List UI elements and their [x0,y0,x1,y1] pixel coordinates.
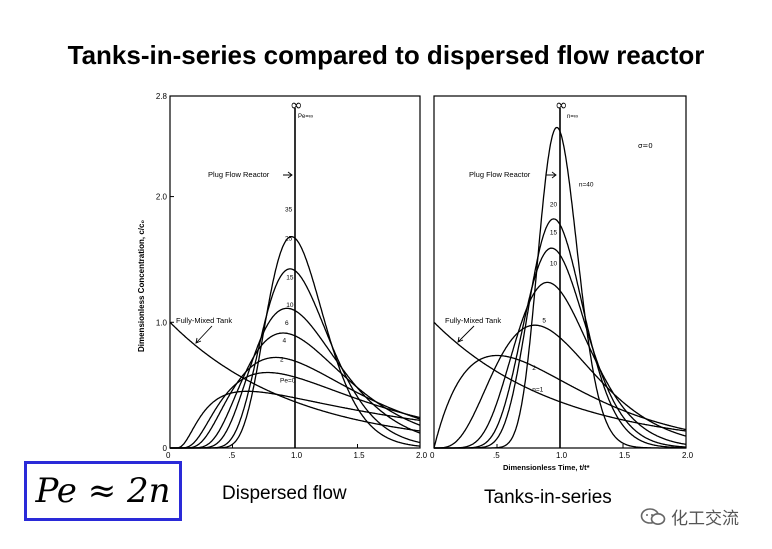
left-series-label: 10 [286,302,294,309]
left-fully-mixed-annotation: Fully-Mixed Tank [176,316,232,325]
left-series-label: 15 [286,275,294,282]
left-series-label: 2 [280,356,284,363]
left-series-label: 35 [285,207,293,214]
right-x-tick-label: 0 [430,451,435,460]
left-x-tick-label: 0 [166,451,171,460]
left-y-tick-label: 2.8 [156,92,168,101]
left-series-curve [170,371,421,449]
left-y-ticks: 0 1.0 2.0 2.8 [156,92,174,453]
right-series-curve [434,324,687,449]
right-top-label: n=∞ [567,114,578,120]
right-series-label: n=40 [579,182,594,189]
left-series-curve [170,332,421,449]
right-series-label: 20 [550,202,558,209]
slide-title: Tanks-in-series compared to dispersed fl… [67,40,705,70]
left-series-labels: Pe=0 2 4 6 10 15 25 35 [280,207,296,385]
formula-box: Pe ≈ 2n [24,461,182,521]
right-curves [433,126,687,449]
right-series-curve [434,247,686,449]
left-x-ticks: 0 .5 1.0 1.5 2.0 [166,444,428,460]
right-x-tick-label: 1.0 [556,451,568,460]
left-series-label: Pe=0 [280,378,296,385]
left-fully-mixed-arrow [195,325,213,344]
left-top-label: Pe=∞ [298,114,313,120]
left-series-label: 6 [285,320,289,327]
right-series-label: 5 [542,317,546,324]
left-y-tick-label: 2.0 [156,193,168,202]
left-series-curve [170,390,421,449]
right-x-tick-label: 2.0 [682,451,694,460]
dispersed-flow-chart: ∞ Pe=∞ Plug Flow Reactor Fully-Mixed Tan… [137,92,428,460]
watermark: 化工交流 [640,504,739,529]
left-series-curve [170,307,421,449]
watermark-text: 化工交流 [671,509,739,529]
left-x-tick-label: 1.5 [354,451,366,460]
right-series-labels: n=1 2 5 10 15 20 n=40 [532,182,594,394]
right-series-label: 2 [532,365,536,372]
right-series-curve [434,281,687,449]
right-series-label: 10 [550,261,558,268]
dispersed-flow-caption: Dispersed flow [222,483,347,504]
right-series-label: 15 [550,229,558,236]
left-x-tick-label: .5 [229,451,236,460]
left-series-curve [170,236,420,449]
formula-text: Pe ≈ 2n [35,471,171,511]
right-x-axis-title: Dimensionless Time, t/t* [503,463,590,472]
left-infinity-symbol: ∞ [290,96,303,114]
left-x-tick-label: 2.0 [416,451,428,460]
left-plug-flow-annotation: Plug Flow Reactor [208,170,270,179]
right-series-label: n=1 [532,386,543,393]
right-fully-mixed-arrow [457,325,475,343]
left-y-axis-title: Dimensionless Concentration, c/c₀ [137,220,146,352]
right-fully-mixed-annotation: Fully-Mixed Tank [445,316,501,325]
right-plug-flow-arrow [546,171,557,179]
chat-bubbles-icon [640,507,666,525]
right-series-curve [434,126,686,449]
right-series-curve [433,321,687,432]
right-x-tick-label: .5 [493,451,500,460]
right-infinity-symbol: ∞ [555,96,568,114]
left-series-curve [169,321,421,432]
tanks-in-series-caption: Tanks-in-series [484,487,612,508]
tanks-in-series-chart: ∞ n=∞ σ=0 Plug Flow Reactor Fully-Mixed … [430,95,694,472]
right-x-tick-label: 1.5 [619,451,631,460]
left-y-tick-label: 1.0 [156,318,168,327]
right-corner-label: σ=0 [638,142,653,150]
left-curves [169,236,421,449]
left-series-label: 25 [285,236,293,243]
right-plug-flow-annotation: Plug Flow Reactor [469,170,531,179]
left-series-label: 4 [283,337,287,344]
left-x-tick-label: 1.0 [291,451,303,460]
left-plug-flow-arrow [283,171,293,179]
left-y-tick-label: 0 [163,444,168,453]
